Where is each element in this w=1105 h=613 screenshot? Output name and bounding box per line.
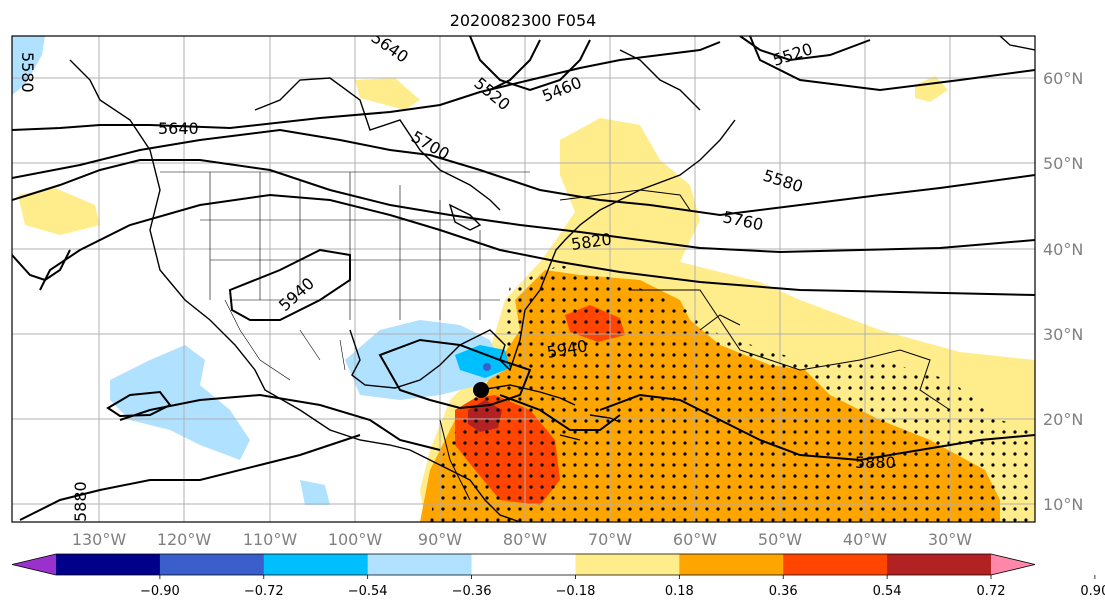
colorbar-tick-label: −0.54	[348, 584, 388, 599]
blue-spot-gulf	[483, 363, 491, 371]
lon-label: 50°W	[758, 530, 802, 549]
lon-label: 70°W	[588, 530, 632, 549]
lat-label: 40°N	[1043, 240, 1083, 259]
contour-label: 5880	[71, 481, 90, 522]
lightblue-region-pacific	[110, 345, 250, 460]
colorbar: −0.90 −0.72 −0.54 −0.36 −0.18 0.18 0.36 0.54 0.7…	[11, 553, 1105, 599]
colorbar-segment	[471, 554, 576, 575]
lon-label: 120°W	[157, 530, 212, 549]
colorbar-tick-label: 0.54	[873, 584, 902, 599]
lat-label: 60°N	[1043, 69, 1083, 88]
yellow-region-east-pacific	[18, 188, 100, 235]
colorbar-tick-label: 0.18	[665, 584, 694, 599]
thin-contours	[439, 189, 951, 501]
colorbar-outline	[11, 553, 1036, 576]
lon-label: 90°W	[418, 530, 462, 549]
stipple-significance	[430, 265, 1035, 522]
colorbar-tick-label: −0.36	[452, 584, 492, 599]
map-panel: 5520 5460 5520 5640 5700 5580 5760 5820 …	[11, 35, 1083, 549]
lon-label: 100°W	[328, 530, 383, 549]
lon-label: 110°W	[243, 530, 298, 549]
colorbar-segment	[887, 554, 992, 575]
yellow-region-arctic	[355, 78, 420, 110]
colorbar-tick-label: 0.72	[977, 584, 1006, 599]
lon-label: 80°W	[503, 530, 547, 549]
lightblue-region-gulf	[345, 320, 505, 400]
latitude-labels: 60°N 50°N 40°N 30°N 20°N 10°N	[1043, 69, 1083, 514]
colorbar-tick-label: −0.18	[556, 584, 596, 599]
colorbar-extend-max	[991, 554, 1035, 575]
map-content: 5520 5460 5520 5640 5700 5580 5760 5820 …	[12, 36, 1035, 522]
colorbar-segment	[56, 554, 161, 575]
longitude-labels: 130°W 120°W 110°W 100°W 90°W 80°W 70°W 6…	[72, 530, 972, 549]
colorbar-tick-label: 0.90	[1080, 584, 1105, 599]
colorbar-segment	[575, 554, 680, 575]
contour-label: 5580	[18, 52, 37, 93]
deepskyblue-region-gulf	[455, 345, 510, 378]
height-contours	[12, 36, 1035, 521]
lon-label: 60°W	[673, 530, 717, 549]
colorbar-tick-label: 0.36	[769, 584, 798, 599]
chart-title: 2020082300 F054	[450, 11, 597, 30]
colorbar-segment	[367, 554, 473, 575]
lightblue-region-nw	[12, 36, 45, 95]
lat-label: 30°N	[1043, 325, 1083, 344]
lat-label: 20°N	[1043, 410, 1083, 429]
lat-label: 10°N	[1043, 495, 1083, 514]
colorbar-extend-min	[12, 554, 56, 575]
state-borders	[160, 171, 530, 381]
lon-label: 30°W	[928, 530, 972, 549]
lightblue-region-mexico-pacific	[300, 480, 330, 505]
lon-label: 130°W	[72, 530, 127, 549]
contour-label: 5880	[855, 453, 896, 472]
colorbar-segment	[783, 554, 888, 575]
map-frame	[11, 35, 1036, 523]
contour-label: 5640	[158, 119, 199, 138]
lon-label: 40°W	[843, 530, 887, 549]
colorbar-tick-label: −0.90	[140, 584, 180, 599]
lat-label: 50°N	[1043, 154, 1083, 173]
colorbar-segment	[159, 554, 265, 575]
cyclone-center-marker	[473, 382, 489, 398]
colorbar-tick-label: −0.72	[244, 584, 284, 599]
colorbar-segment	[263, 554, 369, 575]
colorbar-segment	[679, 554, 784, 575]
negative-anomaly-shading	[12, 36, 510, 505]
